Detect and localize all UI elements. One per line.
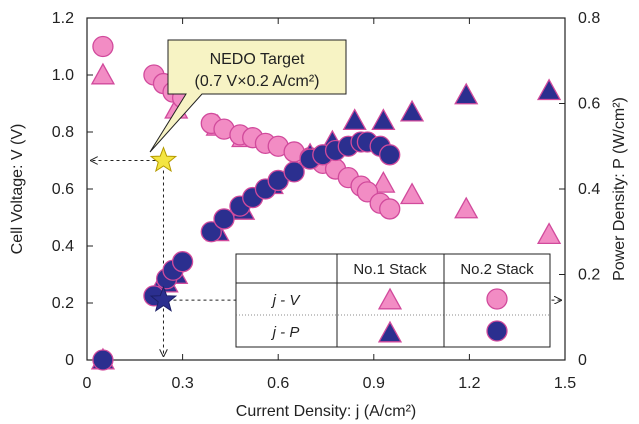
data-point — [200, 221, 222, 243]
legend-row-jp: j - P — [271, 324, 300, 341]
target-power-star — [149, 285, 178, 312]
data-point — [399, 182, 425, 205]
y-tick-label: 0.8 — [52, 124, 74, 141]
legend-row-jv: j - V — [271, 292, 302, 309]
y2-tick-label: 0.8 — [578, 10, 600, 27]
data-point — [536, 78, 562, 101]
axis-ticks: 0 0.3 0.6 0.9 1.2 1.500.20.40.60.81.01.200.20… — [52, 10, 601, 392]
y-tick-label: 1.2 — [52, 10, 74, 27]
legend-header-stack1: No.1 Stack — [353, 261, 427, 278]
x-tick-label: 0.6 — [267, 375, 289, 392]
data-point — [454, 82, 479, 105]
data-point — [283, 161, 305, 183]
x-tick-label: 1.5 — [554, 375, 576, 392]
data-point — [536, 222, 562, 245]
annotation-callout — [149, 39, 347, 153]
y2-axis-label: Power Density: P (W/cm²) — [611, 97, 628, 281]
data-point — [371, 108, 396, 131]
data-point — [379, 198, 401, 220]
data-point — [379, 144, 401, 166]
legend-marker-stack1-jp — [377, 320, 403, 343]
legend-marker-stack1-jv — [377, 287, 403, 310]
data-point — [371, 170, 396, 193]
x-tick-label: 0 — [83, 375, 92, 392]
y-tick-label: 0 — [65, 352, 74, 369]
data-point — [92, 349, 114, 371]
y2-tick-label: 0.4 — [578, 181, 600, 198]
legend-marker-stack2-jp — [486, 320, 508, 342]
data-points — [90, 35, 562, 371]
y-tick-label: 1.0 — [52, 67, 74, 84]
y-tick-label: 0.2 — [52, 295, 74, 312]
legend-table: No.1 Stack No.2 Stack j - V j - P — [235, 253, 551, 348]
data-point — [171, 251, 194, 273]
annotation-title: NEDO Target — [210, 51, 305, 68]
x-tick-label: 0.3 — [171, 375, 193, 392]
annotation-text: (0.7 V×0.2 A/cm²) — [195, 73, 320, 90]
x-tick-label: 0.9 — [363, 375, 385, 392]
target-voltage-star — [149, 146, 178, 173]
y2-tick-label: 0.2 — [578, 267, 600, 284]
data-point — [454, 196, 479, 219]
y2-tick-label: 0.6 — [578, 96, 600, 113]
data-point — [213, 208, 235, 230]
x-axis-label: Current Density: j (A/cm²) — [236, 403, 416, 420]
x-tick-label: 1.2 — [458, 375, 480, 392]
legend-header-stack2: No.2 Stack — [460, 261, 534, 278]
legend-marker-stack2-jv — [486, 288, 508, 310]
data-point — [92, 35, 114, 58]
y-tick-label: 0.4 — [52, 238, 74, 255]
data-point — [342, 108, 367, 131]
nedo-target-annotation: NEDO Target (0.7 V×0.2 A/cm²) — [149, 39, 347, 153]
data-point — [399, 99, 425, 122]
y-tick-label: 0.6 — [52, 181, 74, 198]
y2-tick-label: 0 — [578, 352, 587, 369]
y-axis-label: Cell Voltage: V (V) — [9, 124, 26, 255]
data-point — [90, 62, 116, 85]
